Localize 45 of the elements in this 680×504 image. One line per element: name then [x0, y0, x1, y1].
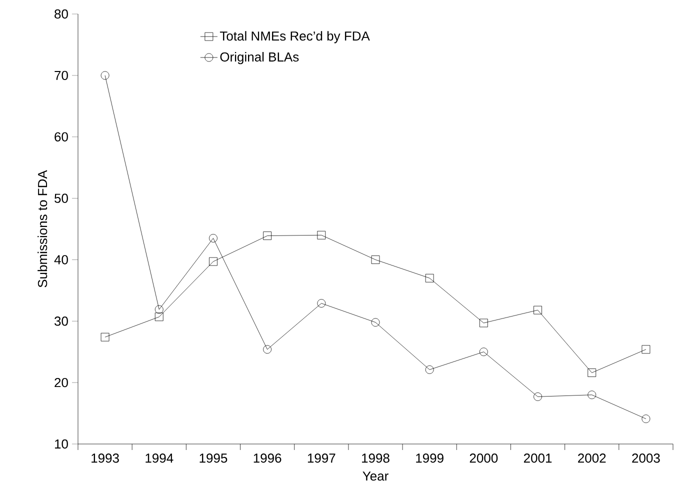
x-tick-label: 1999 [416, 454, 444, 463]
point [425, 274, 434, 282]
x-tick-label: 2002 [578, 454, 606, 463]
point [154, 312, 164, 322]
x-tick-label: 2000 [470, 454, 498, 463]
point [479, 348, 488, 356]
y-tick-label: 30 [54, 316, 68, 326]
point [588, 368, 596, 377]
y-tick-label: 10 [54, 439, 68, 449]
point [642, 345, 650, 354]
point [425, 365, 434, 374]
point [317, 299, 326, 308]
point [479, 318, 488, 328]
y-tick-label: 60 [54, 132, 68, 142]
x-tick-label: 1995 [200, 454, 228, 463]
point [100, 332, 110, 342]
x-tick-label: 1993 [92, 454, 119, 463]
x-tick-label: 1997 [308, 454, 336, 463]
point [371, 318, 380, 327]
y-tick-label: 50 [54, 194, 68, 203]
point [317, 230, 326, 240]
y-tick-label: 70 [54, 70, 68, 80]
x-tick-label: 2003 [632, 454, 660, 463]
point [588, 390, 596, 400]
point [100, 71, 110, 80]
y-tick-label: 80 [54, 9, 68, 19]
point [263, 345, 272, 354]
x-tick-label: 2001 [524, 454, 552, 463]
point [263, 232, 272, 240]
point [209, 234, 218, 242]
x-tick-label: 1994 [146, 454, 174, 463]
point [154, 305, 164, 314]
point [534, 306, 542, 314]
x-tick-label: 1996 [254, 454, 282, 463]
y-tick-label: 20 [54, 378, 68, 388]
x-tick-label: 1998 [362, 454, 390, 463]
y-axis-title: Submissions to FDA [38, 170, 48, 288]
point [209, 257, 218, 266]
point [642, 414, 650, 424]
y-tick-label: 40 [54, 255, 68, 264]
legend-label: Total NMEs Rec’d by FDA [220, 31, 370, 44]
point [534, 392, 542, 401]
point [371, 256, 380, 264]
legend-label: Original BLAs [220, 52, 299, 64]
x-axis-title: Year [362, 472, 388, 481]
